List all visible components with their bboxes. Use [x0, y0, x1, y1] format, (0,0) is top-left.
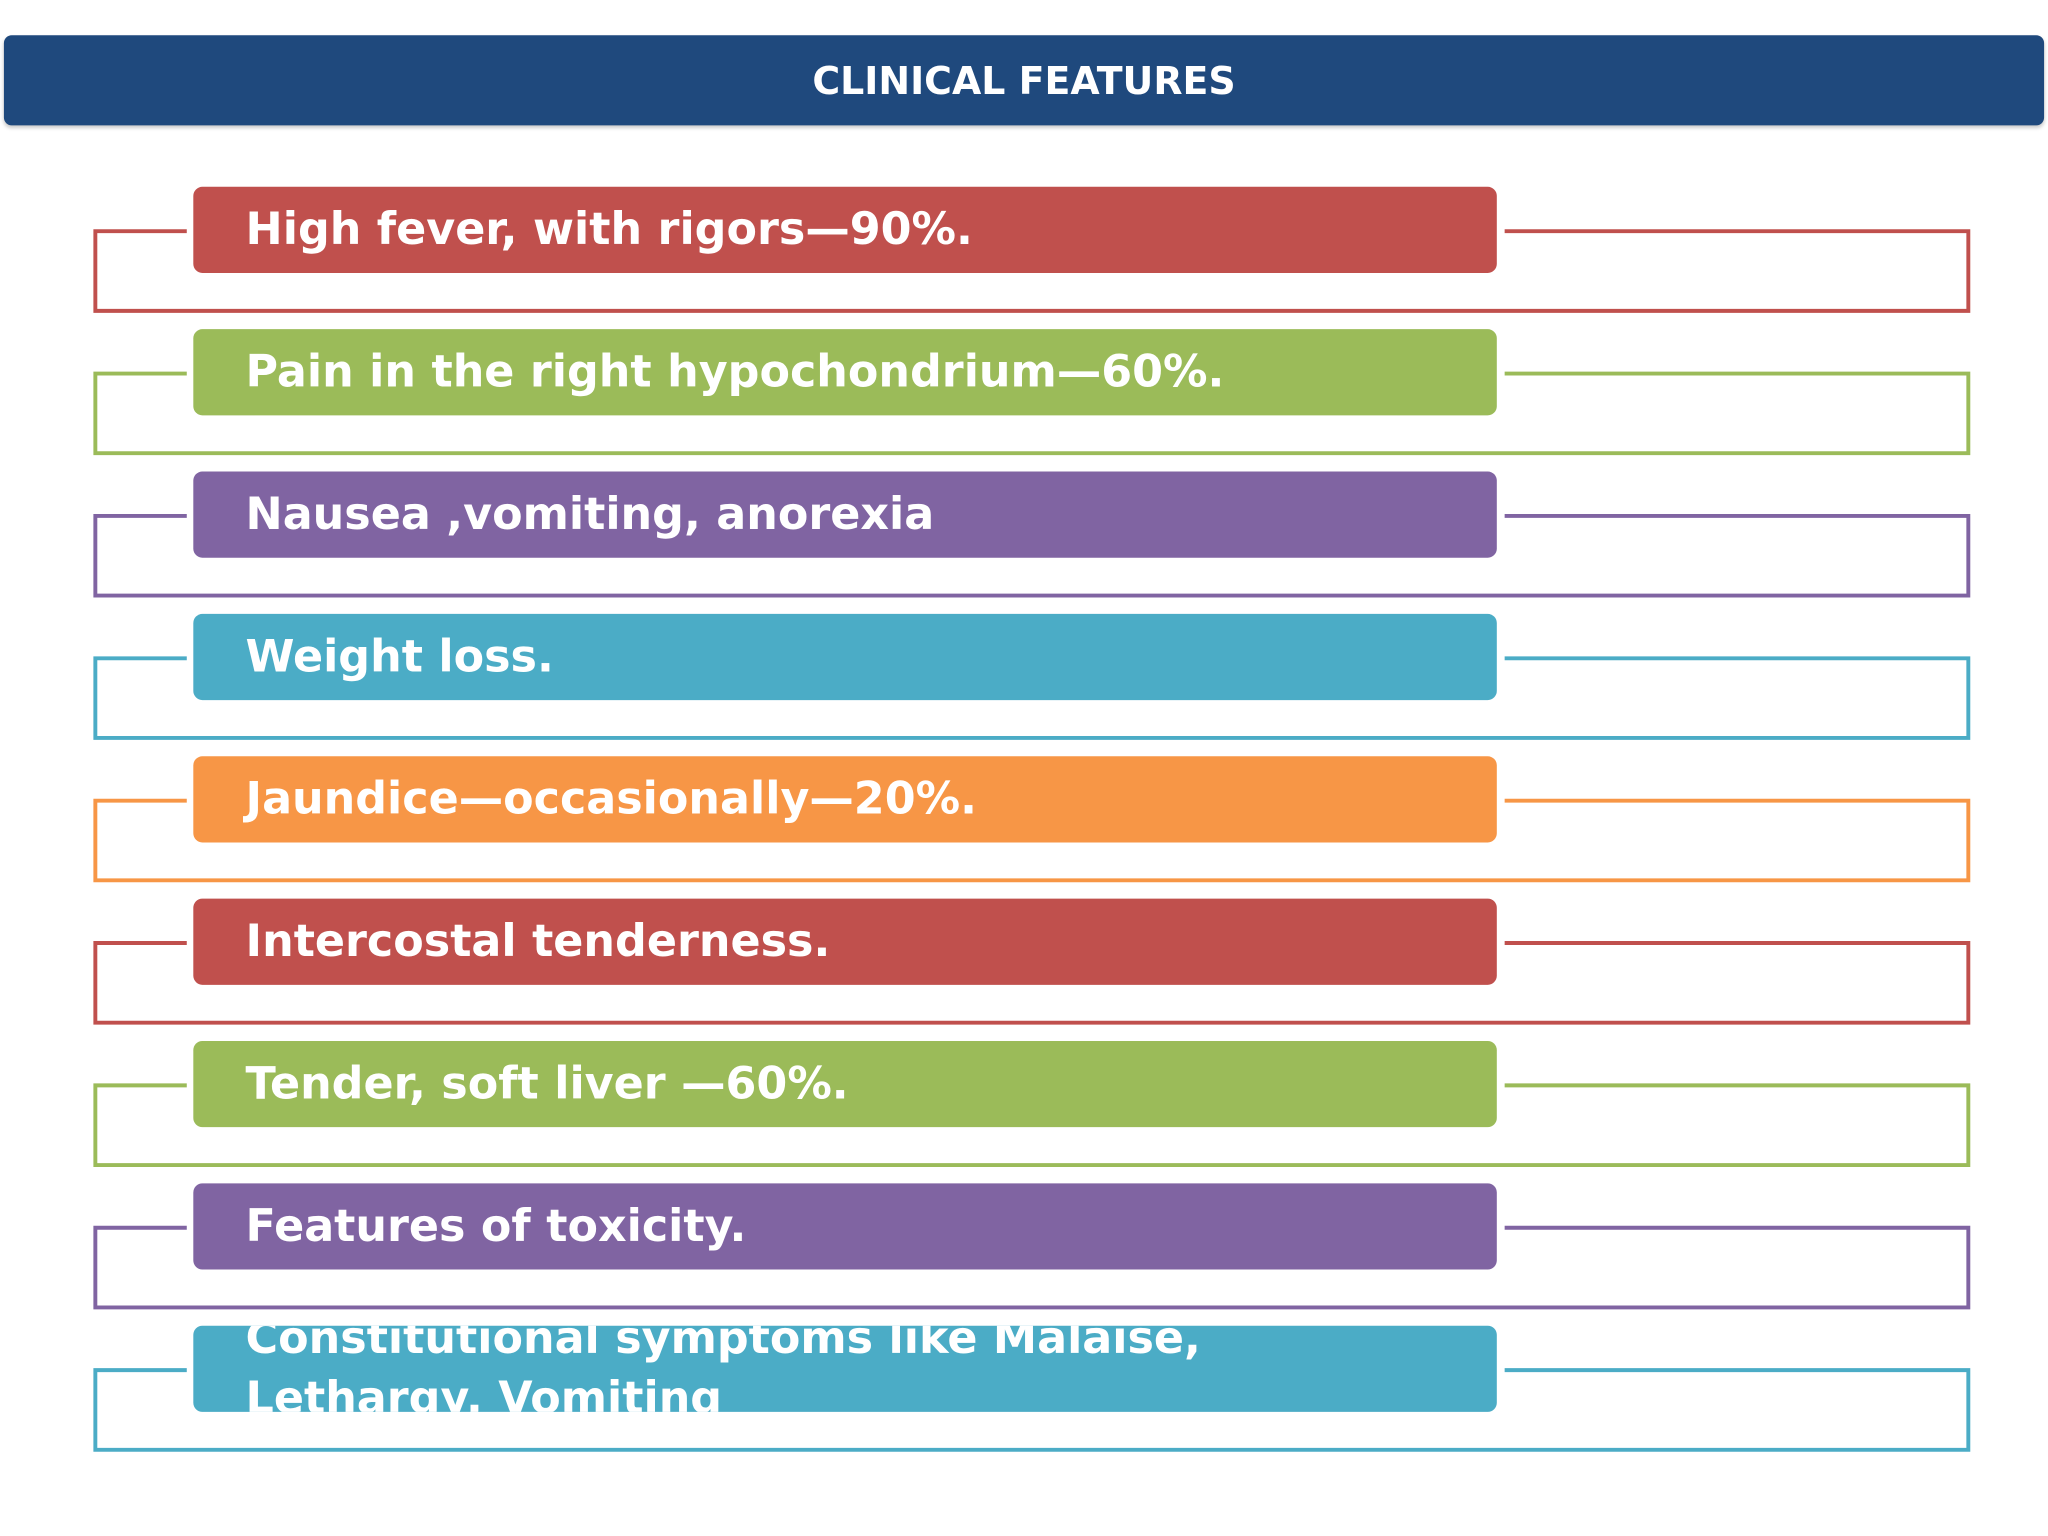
item-frame [93, 1225, 1971, 1310]
item-frame [93, 371, 1971, 456]
item-frame [93, 656, 1971, 740]
item-text: Constitutional symptoms like Malaise, Le… [245, 1325, 1201, 1412]
item-text: Tender, soft liver —60%. [245, 1057, 849, 1111]
item-bar: High fever, with rigors—90%. [193, 186, 1497, 273]
item-bar: Features of toxicity. [193, 1183, 1497, 1270]
item-text: Weight loss. [245, 630, 554, 684]
item-bar: Pain in the right hypochondrium—60%. [193, 329, 1497, 416]
item-bar: Jaundice—occasionally—20%. [193, 756, 1497, 843]
header-bar: CLINICAL FEATURES [3, 35, 2045, 126]
item-text: Nausea ,vomiting, anorexia [245, 488, 935, 541]
title: CLINICAL FEATURES [812, 58, 1236, 103]
item-frame [93, 798, 1971, 883]
item-text: Jaundice—occasionally—20%. [245, 773, 977, 826]
item-bar: Tender, soft liver —60%. [193, 1040, 1497, 1128]
item-frame [93, 1083, 1971, 1168]
item-frame [93, 513, 1971, 598]
item-bar: Constitutional symptoms like Malaise, Le… [193, 1325, 1497, 1412]
item-frame [93, 941, 1971, 1025]
item-bar: Intercostal tenderness. [193, 898, 1497, 985]
item-bar: Nausea ,vomiting, anorexia [193, 471, 1497, 558]
item-bar: Weight loss. [193, 613, 1497, 701]
item-frame [93, 1368, 1971, 1452]
item-text: Intercostal tenderness. [245, 915, 831, 968]
item-text: Pain in the right hypochondrium—60%. [245, 346, 1225, 399]
item-text: Features of toxicity. [245, 1200, 747, 1253]
item-text: High fever, with rigors—90%. [245, 203, 973, 256]
item-frame [93, 229, 1971, 313]
